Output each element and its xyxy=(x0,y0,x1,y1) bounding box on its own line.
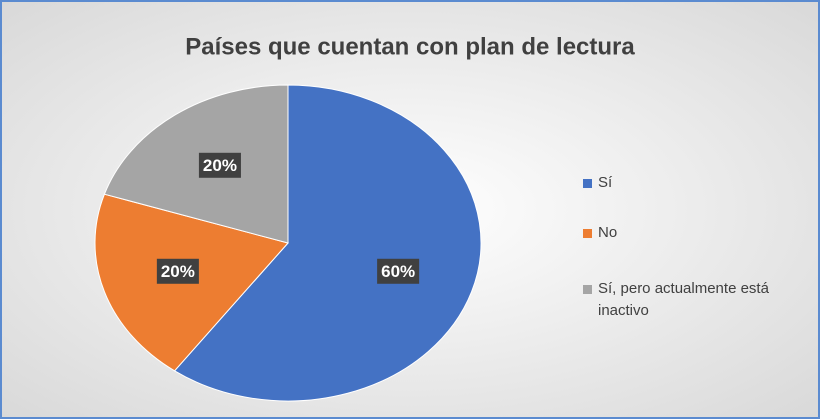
legend-item: Sí xyxy=(583,172,818,194)
data-label: 20% xyxy=(198,152,241,178)
legend-label: Sí, pero actualmente está inactivo xyxy=(598,280,769,319)
legend-swatch xyxy=(583,229,592,238)
data-label-text: 20% xyxy=(203,156,237,175)
legend-item: No xyxy=(583,222,818,244)
pie-slice xyxy=(103,84,289,244)
data-label-box xyxy=(156,258,199,284)
data-label: 20% xyxy=(156,258,199,284)
legend-swatch xyxy=(583,179,592,188)
legend-label: No xyxy=(598,224,618,241)
legend-label: Sí xyxy=(598,174,613,191)
legend-item: Sí, pero actualmente está inactivo xyxy=(583,278,818,322)
pie-slice xyxy=(173,84,482,402)
data-label-box xyxy=(377,258,420,284)
legend-swatch xyxy=(583,285,592,294)
data-label-text: 60% xyxy=(381,262,415,281)
chart-title: Países que cuentan con plan de lectura xyxy=(185,33,635,60)
data-label-text: 20% xyxy=(161,262,195,281)
data-label: 60% xyxy=(377,258,420,284)
data-label-box xyxy=(198,152,241,178)
